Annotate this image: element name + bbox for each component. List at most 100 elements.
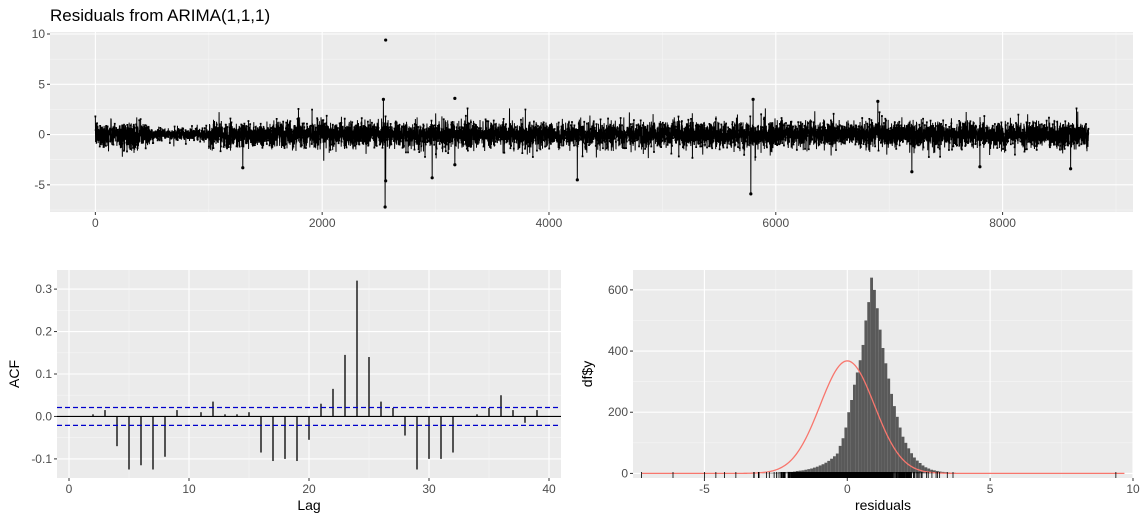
acf-x-axis-label: Lag xyxy=(297,497,320,513)
residual-outlier-point xyxy=(910,170,914,174)
histogram-bar xyxy=(907,448,911,474)
histogram-bar xyxy=(913,457,916,474)
histogram-bar xyxy=(835,453,839,474)
histogram-bar xyxy=(867,302,871,474)
histogram-x-tick-label: 10 xyxy=(1126,482,1140,496)
histogram-bar xyxy=(844,427,848,474)
histogram-bar xyxy=(813,467,816,474)
histogram-bar xyxy=(858,360,862,474)
histogram-bar xyxy=(833,456,836,474)
histogram-y-tick-label: 400 xyxy=(608,344,628,358)
histogram-bar xyxy=(915,460,919,474)
residual-series-y-tick-label: 5 xyxy=(38,77,45,91)
histogram-bar xyxy=(898,427,902,474)
acf-y-axis-label: ACF xyxy=(6,360,22,388)
page-title: Residuals from ARIMA(1,1,1) xyxy=(50,6,271,25)
histogram-bar xyxy=(815,466,819,474)
residual-outlier-point xyxy=(749,192,753,196)
histogram-bar xyxy=(930,469,933,474)
histogram-bar xyxy=(878,329,882,474)
histogram-bar xyxy=(933,470,936,474)
histogram-bar xyxy=(821,464,825,474)
acf-x-tick-label: 10 xyxy=(182,482,196,496)
histogram-bar xyxy=(873,289,876,474)
histogram-y-axis-label: df$y xyxy=(579,361,595,387)
acf-y-tick-label: -0.1 xyxy=(31,452,52,466)
histogram-bar xyxy=(893,406,896,474)
residual-series-points xyxy=(94,100,1090,179)
histogram-bar xyxy=(850,400,853,474)
histogram-bar xyxy=(853,384,856,474)
acf-x-tick-label: 20 xyxy=(302,482,316,496)
histogram-bar xyxy=(838,445,842,474)
acf-x-tick-label: 30 xyxy=(422,482,436,496)
residual-outlier-point xyxy=(381,97,386,101)
residual-outlier-point xyxy=(453,96,457,100)
acf-y-tick-label: 0.1 xyxy=(35,367,52,381)
histogram-bar xyxy=(855,372,859,474)
residual-series-x-tick-label: 6000 xyxy=(762,216,789,230)
residual-series-x-tick-label: 2000 xyxy=(309,216,336,230)
acf-y-tick-label: 0.0 xyxy=(35,409,52,423)
histogram-bar xyxy=(904,442,908,474)
histogram-bar xyxy=(918,463,922,474)
histogram-bar xyxy=(927,468,931,474)
histogram-y-tick-label: 0 xyxy=(621,466,628,480)
histogram-bar xyxy=(884,363,888,474)
histogram-bar xyxy=(881,348,885,474)
histogram-x-tick-label: 5 xyxy=(987,482,994,496)
histogram-x-axis-label: residuals xyxy=(855,497,911,513)
residual-outlier-point xyxy=(978,165,982,169)
residual-outlier-point xyxy=(241,166,245,170)
histogram-bar xyxy=(801,470,805,474)
histogram-bar xyxy=(895,416,899,474)
histogram-bar xyxy=(864,320,868,474)
residual-outlier-point xyxy=(453,163,457,167)
acf-y-tick-label: 0.2 xyxy=(35,325,52,339)
acf-x-tick-label: 40 xyxy=(542,482,556,496)
residual-outlier-point xyxy=(384,38,388,42)
histogram-x-tick-label: -5 xyxy=(699,482,710,496)
histogram-bar xyxy=(804,469,808,474)
residual-series-x-tick-label: 0 xyxy=(92,216,99,230)
residual-outlier-point xyxy=(751,97,755,101)
residual-series-x-tick-label: 8000 xyxy=(989,216,1016,230)
histogram-bar xyxy=(827,460,831,474)
acf-x-tick-label: 0 xyxy=(66,482,73,496)
residual-outlier-point xyxy=(876,99,880,103)
residual-outlier-point xyxy=(383,205,387,209)
histogram-bar xyxy=(818,465,822,474)
histogram-bar xyxy=(847,412,851,474)
histogram-x-tick-label: 0 xyxy=(844,482,851,496)
histogram-bar xyxy=(875,308,879,474)
residual-outlier-point xyxy=(430,176,434,180)
histogram-rug xyxy=(641,472,1117,478)
residual-outlier-point xyxy=(575,178,579,182)
histogram-bar xyxy=(807,469,811,474)
residual-series-x-tick-label: 4000 xyxy=(536,216,563,230)
histogram-bar xyxy=(901,436,905,474)
histogram-y-tick-label: 600 xyxy=(608,283,628,297)
histogram-bar xyxy=(890,393,893,474)
histogram-density-curve xyxy=(641,360,1125,475)
acf-y-tick-label: 0.3 xyxy=(35,282,52,296)
residual-series-y-tick-label: 0 xyxy=(38,128,45,142)
histogram-bar xyxy=(810,468,813,474)
histogram-bar xyxy=(770,472,773,474)
histogram-bar xyxy=(775,472,779,474)
histogram-bar xyxy=(861,344,865,474)
residual-series-y-tick-label: 10 xyxy=(32,27,46,41)
residual-series-y-tick-label: -5 xyxy=(34,178,45,192)
residual-outlier-point xyxy=(1069,167,1073,171)
histogram-bar xyxy=(824,462,828,474)
residual-outlier-point xyxy=(384,179,388,183)
histogram-bar xyxy=(841,438,845,474)
histogram-bar xyxy=(921,465,925,474)
histogram-bar xyxy=(870,277,873,474)
histogram-y-tick-label: 200 xyxy=(608,405,628,419)
histogram-bar xyxy=(924,467,928,474)
histogram-bar xyxy=(887,378,891,474)
histogram-bar xyxy=(910,453,913,474)
